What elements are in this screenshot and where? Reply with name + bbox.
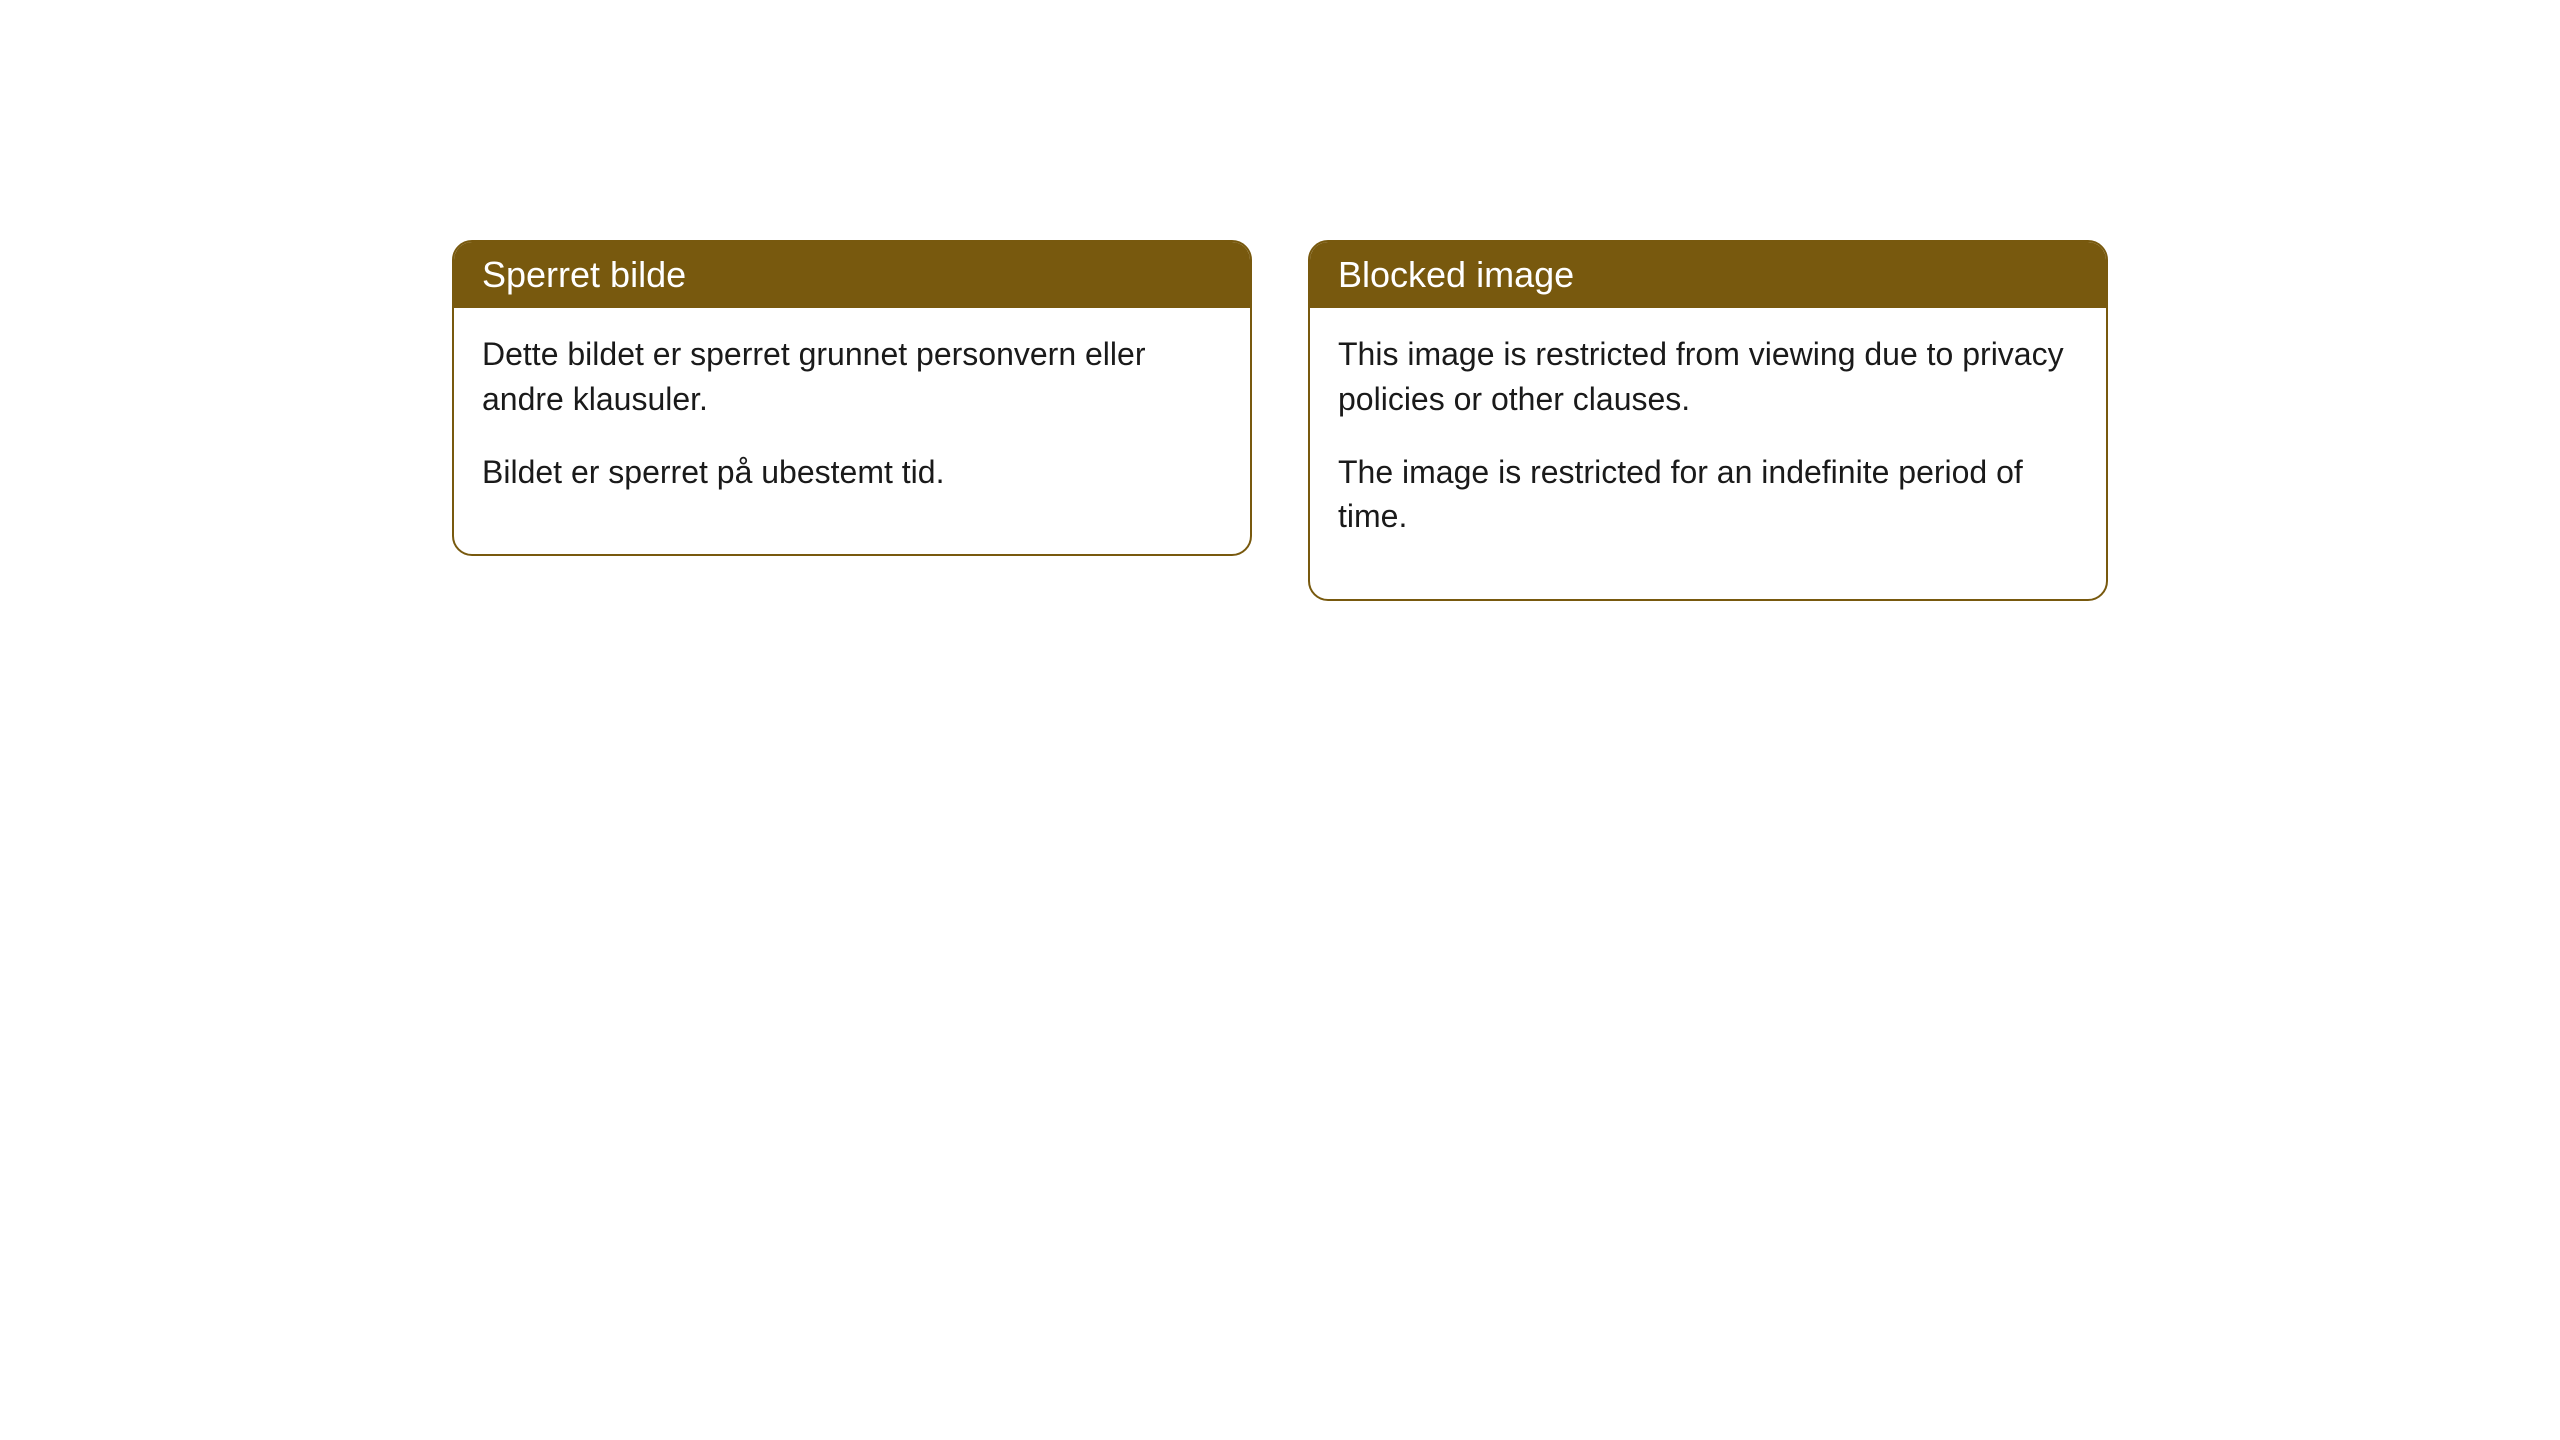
card-paragraph2-english: The image is restricted for an indefinit… (1338, 450, 2078, 540)
blocked-image-card-english: Blocked image This image is restricted f… (1308, 240, 2108, 601)
card-title-norwegian: Sperret bilde (482, 254, 686, 295)
card-paragraph1-norwegian: Dette bildet er sperret grunnet personve… (482, 332, 1222, 422)
card-header-norwegian: Sperret bilde (454, 242, 1250, 308)
card-paragraph2-norwegian: Bildet er sperret på ubestemt tid. (482, 450, 1222, 495)
card-body-english: This image is restricted from viewing du… (1310, 308, 2106, 599)
card-body-norwegian: Dette bildet er sperret grunnet personve… (454, 308, 1250, 554)
card-title-english: Blocked image (1338, 254, 1574, 295)
blocked-image-card-norwegian: Sperret bilde Dette bildet er sperret gr… (452, 240, 1252, 556)
card-paragraph1-english: This image is restricted from viewing du… (1338, 332, 2078, 422)
card-header-english: Blocked image (1310, 242, 2106, 308)
cards-container: Sperret bilde Dette bildet er sperret gr… (452, 240, 2108, 1440)
